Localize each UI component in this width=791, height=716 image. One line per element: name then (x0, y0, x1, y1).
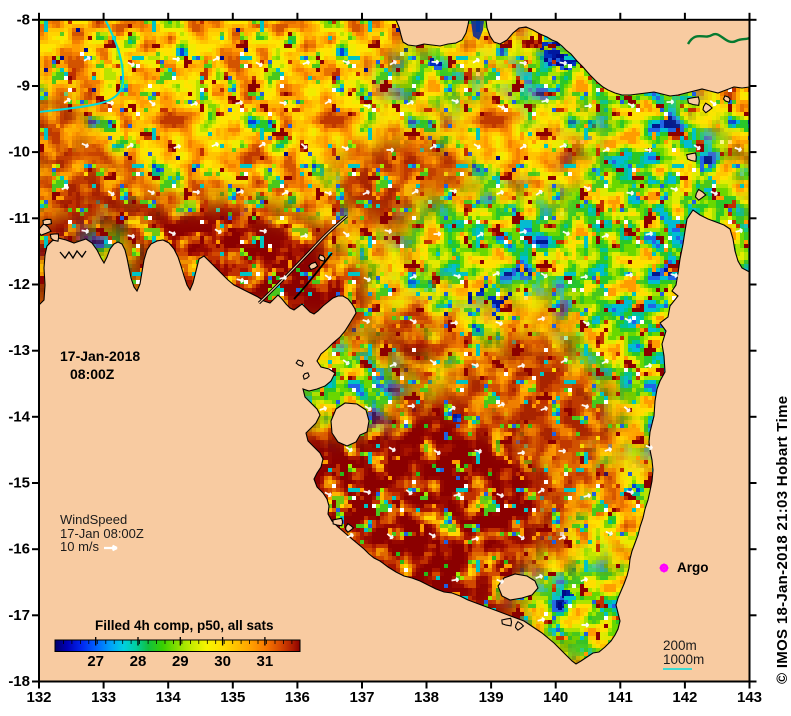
svg-text:-12: -12 (8, 276, 30, 293)
svg-text:135: 135 (220, 689, 245, 706)
svg-text:31: 31 (257, 653, 274, 670)
svg-text:10 m/s: 10 m/s (60, 539, 100, 554)
svg-text:-18: -18 (8, 673, 30, 690)
svg-text:133: 133 (91, 689, 116, 706)
svg-text:138: 138 (414, 689, 439, 706)
svg-text:132: 132 (26, 689, 51, 706)
svg-text:© IMOS 18-Jan-2018 21:03 Hobar: © IMOS 18-Jan-2018 21:03 Hobart Time (774, 396, 791, 684)
svg-text:140: 140 (543, 689, 568, 706)
svg-text:17-Jan-2018: 17-Jan-2018 (60, 348, 140, 364)
svg-text:29: 29 (172, 653, 189, 670)
svg-text:08:00Z: 08:00Z (70, 366, 115, 382)
svg-text:17-Jan 08:00Z: 17-Jan 08:00Z (60, 526, 144, 541)
svg-text:28: 28 (130, 653, 147, 670)
svg-text:-13: -13 (8, 342, 30, 359)
svg-text:141: 141 (608, 689, 633, 706)
svg-text:142: 142 (672, 689, 697, 706)
svg-text:WindSpeed: WindSpeed (60, 512, 127, 527)
svg-text:143: 143 (737, 689, 762, 706)
svg-text:1000m: 1000m (663, 652, 704, 667)
svg-text:136: 136 (285, 689, 310, 706)
svg-text:-11: -11 (9, 210, 30, 227)
svg-text:-14: -14 (8, 408, 30, 425)
svg-text:27: 27 (87, 653, 104, 670)
svg-text:Filled 4h comp, p50, all sats: Filled 4h comp, p50, all sats (95, 618, 274, 633)
svg-text:-17: -17 (8, 607, 30, 624)
svg-text:-15: -15 (8, 475, 30, 492)
svg-text:139: 139 (479, 689, 504, 706)
svg-text:200m: 200m (663, 638, 697, 653)
svg-text:134: 134 (156, 689, 182, 706)
svg-text:30: 30 (214, 653, 231, 670)
svg-text:-16: -16 (8, 541, 30, 558)
svg-text:-9: -9 (17, 78, 30, 95)
svg-text:137: 137 (349, 689, 374, 706)
svg-text:-8: -8 (17, 11, 30, 28)
svg-text:-10: -10 (8, 144, 30, 161)
svg-text:Argo: Argo (677, 560, 709, 575)
